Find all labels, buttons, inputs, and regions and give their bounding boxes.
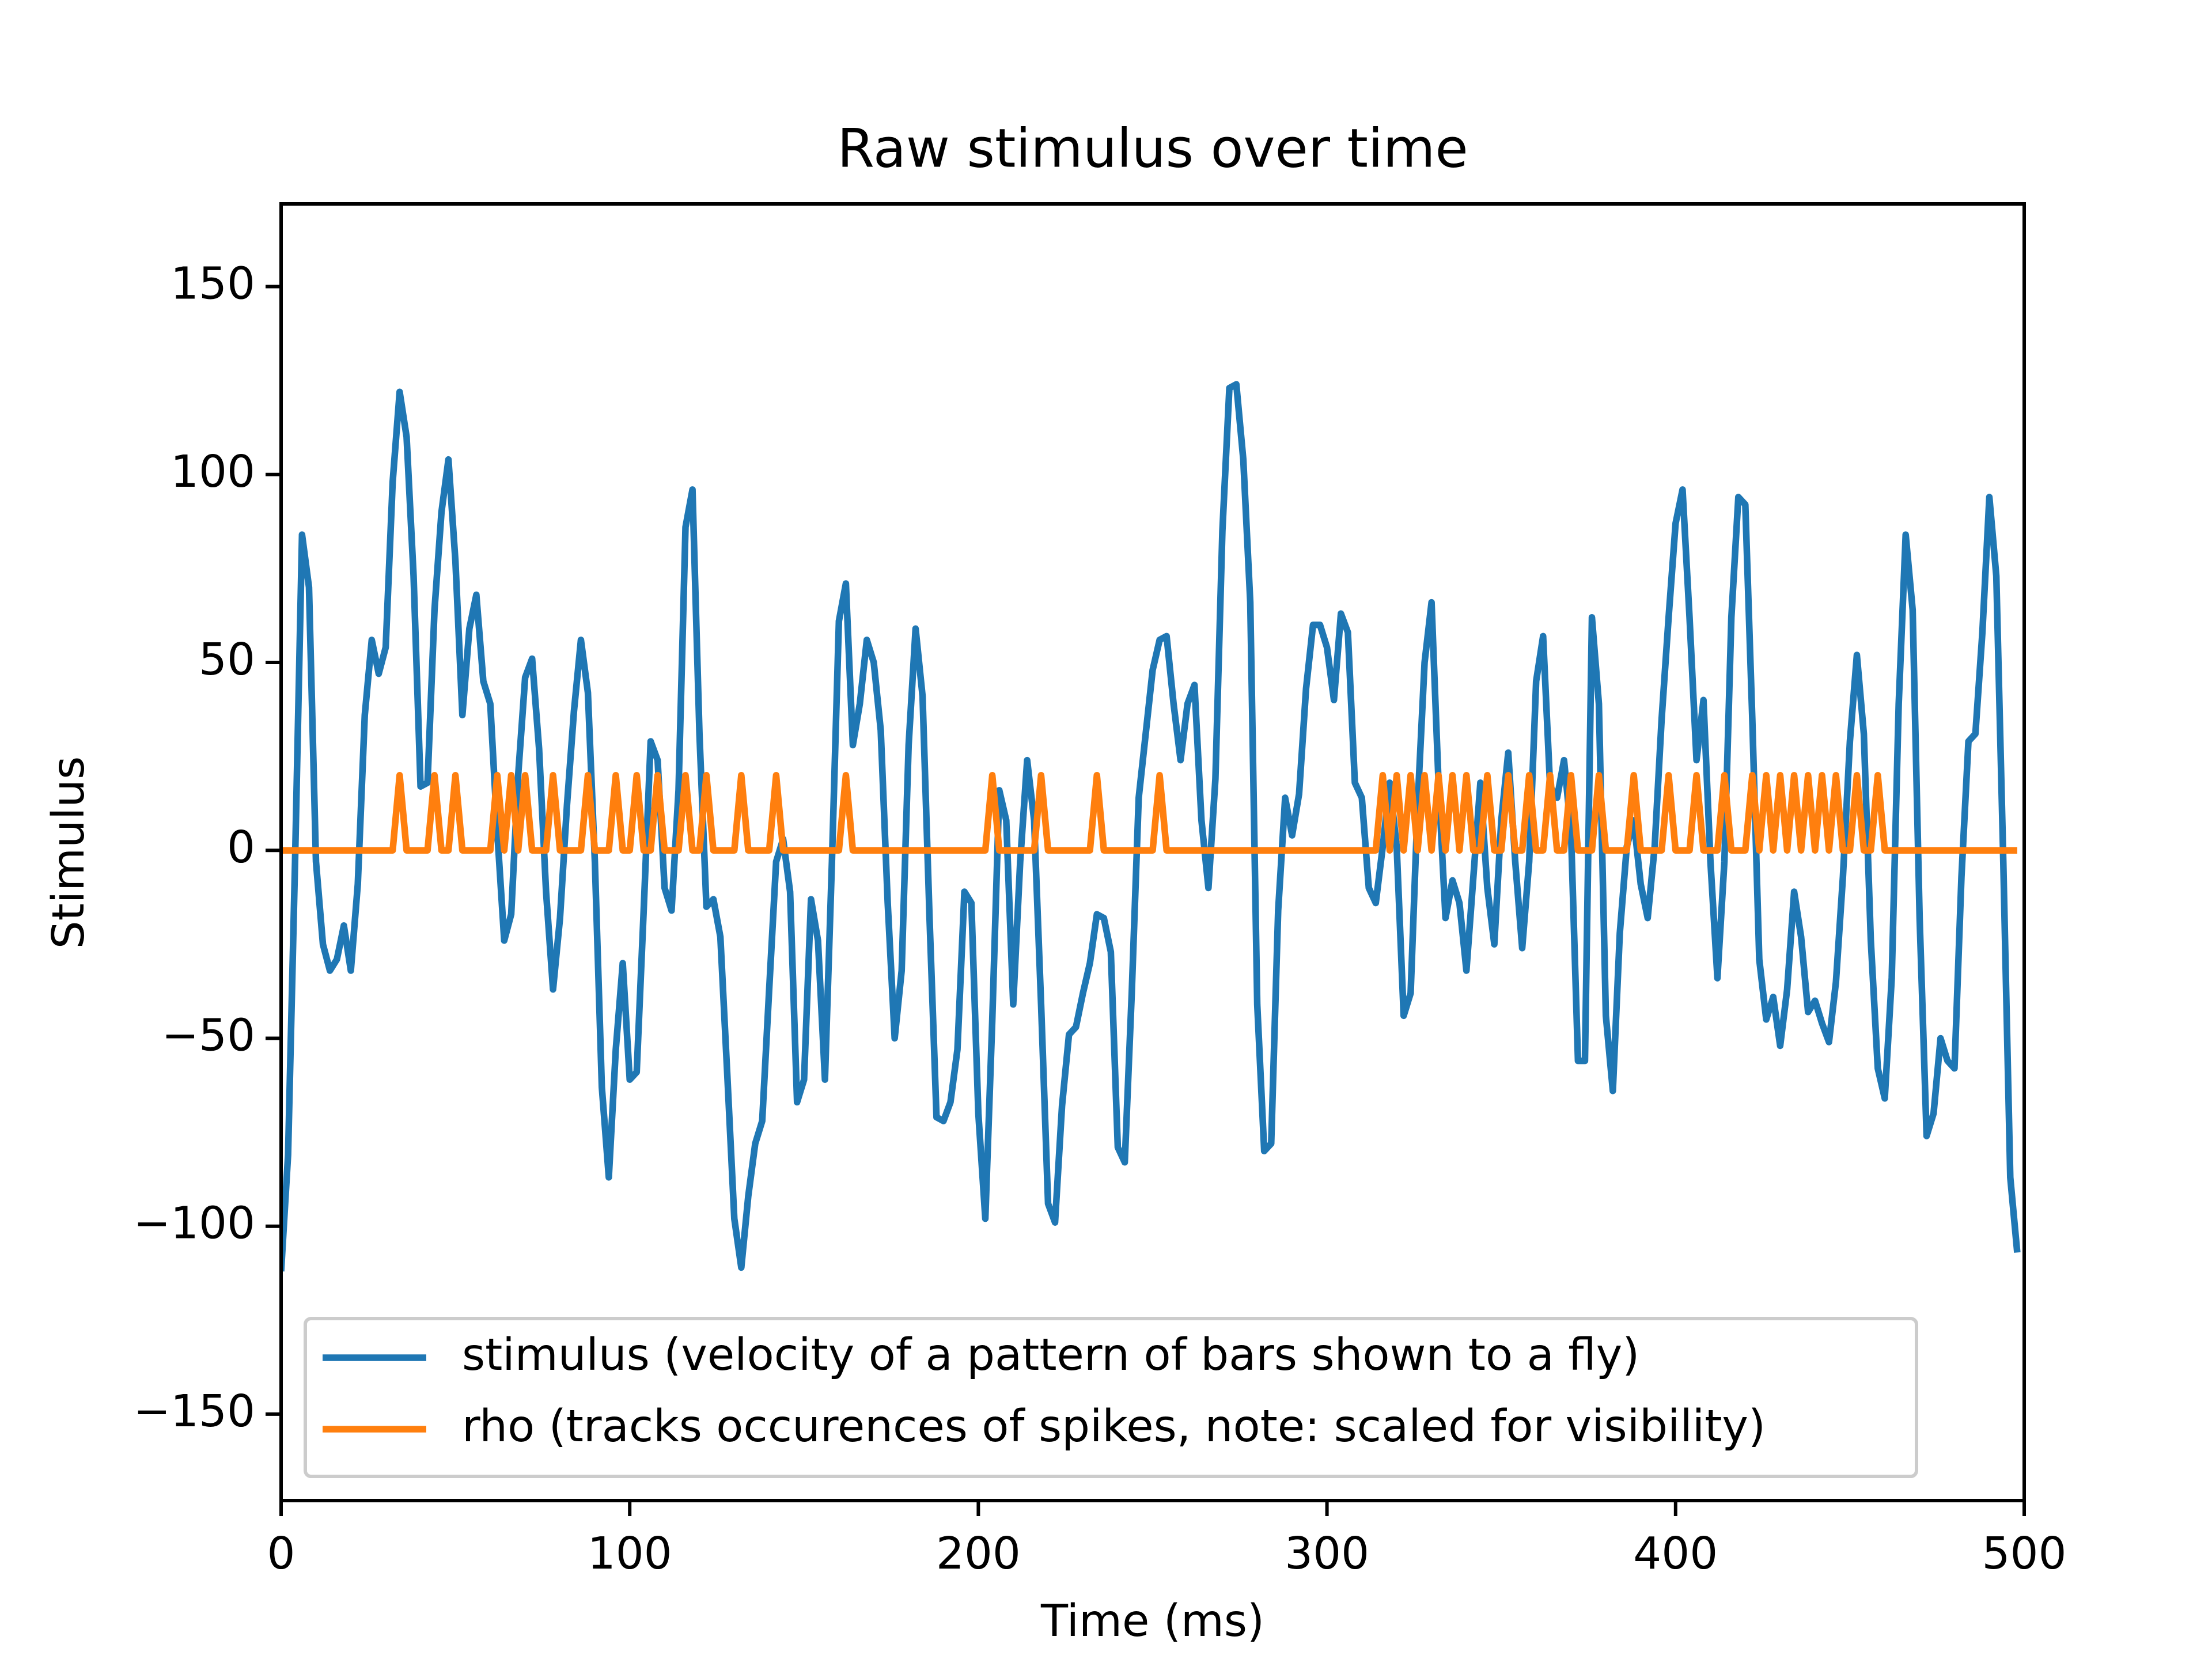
series-line bbox=[281, 381, 2021, 1272]
y-tick-label: −100 bbox=[134, 1198, 256, 1249]
x-tick-label: 100 bbox=[588, 1528, 672, 1580]
legend-label: rho (tracks occurences of spikes, note: … bbox=[462, 1401, 1766, 1452]
y-tick-label: 100 bbox=[171, 446, 255, 498]
chart-title: Raw stimulus over time bbox=[837, 117, 1468, 179]
plot-frame bbox=[279, 202, 2026, 1502]
y-tick-label: −150 bbox=[134, 1386, 256, 1437]
x-tick-label: 500 bbox=[1982, 1528, 2067, 1580]
y-tick-label: 150 bbox=[171, 259, 255, 310]
y-axis-label: Stimulus bbox=[43, 756, 94, 949]
x-tick-label: 400 bbox=[1633, 1528, 1718, 1580]
x-tick-label: 0 bbox=[267, 1528, 296, 1580]
y-tick-label: −50 bbox=[162, 1010, 256, 1061]
x-tick-label: 300 bbox=[1285, 1528, 1369, 1580]
series-line bbox=[281, 771, 2017, 854]
x-tick-label: 200 bbox=[936, 1528, 1021, 1580]
y-tick-label: 0 bbox=[227, 822, 255, 873]
legend-label: stimulus (velocity of a pattern of bars … bbox=[462, 1330, 1639, 1381]
legend-box bbox=[304, 1317, 1918, 1478]
y-tick-label: 50 bbox=[199, 634, 255, 685]
x-axis-label: Time (ms) bbox=[1040, 1596, 1264, 1647]
